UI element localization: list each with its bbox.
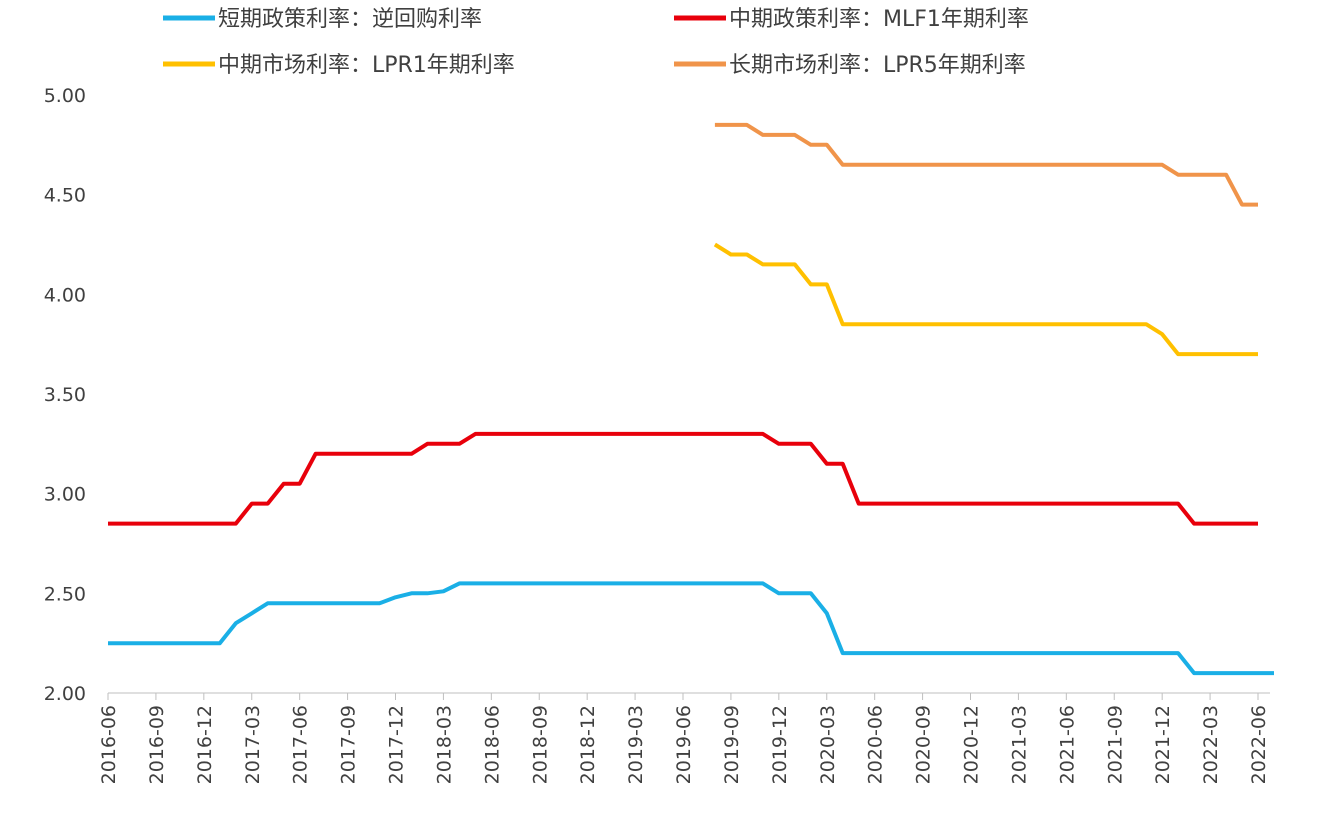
x-axis: 2016-06 2016-09 2016-12 2017-03 2017-06 2017-… [98, 692, 1270, 784]
series-layer [108, 122, 1274, 676]
y-axis: 2.00 2.50 3.00 3.50 4.00 4.50 5.00 [44, 85, 86, 705]
x-tick-label: 2020-09 [913, 705, 935, 784]
series-line-lpr1y [713, 242, 1258, 357]
y-tick-label: 4.00 [44, 284, 86, 306]
x-tick-label: 2018-12 [577, 705, 599, 784]
x-tick-label: 2016-09 [146, 705, 168, 784]
y-tick-label: 2.50 [44, 583, 86, 605]
x-tick-label: 2017-06 [290, 705, 312, 784]
x-tick-label: 2022-03 [1200, 705, 1222, 784]
x-tick-label: 2018-03 [433, 705, 455, 784]
series-line-reverse-repo [108, 581, 1274, 676]
legend-entry-lpr5y: 长期市场利率：LPR5年期利率 [674, 53, 1026, 78]
x-tick-label: 2017-09 [338, 705, 360, 784]
x-tick-label: 2020-03 [817, 705, 839, 784]
legend: 短期政策利率：逆回购利率 中期政策利率：MLF1年期利率 中期市场利率：LPR1… [163, 7, 1029, 78]
x-tick-label: 2021-06 [1056, 705, 1078, 784]
x-tick-label: 2016-06 [98, 705, 120, 784]
x-tick-label: 2021-03 [1008, 705, 1030, 784]
legend-label-reverse-repo: 短期政策利率：逆回购利率 [218, 7, 482, 32]
x-tick-label: 2020-12 [961, 705, 983, 784]
series-line-mlf [108, 431, 1258, 526]
x-tick-label: 2019-06 [673, 705, 695, 784]
y-tick-label: 3.50 [44, 384, 86, 406]
y-tick-label: 4.50 [44, 185, 86, 207]
series-line-lpr5y [714, 122, 1258, 207]
x-tick-label: 2019-12 [769, 705, 791, 784]
x-tick-label: 2017-03 [242, 705, 264, 784]
x-tick-label: 2022-06 [1248, 705, 1270, 784]
legend-label-lpr5y: 长期市场利率：LPR5年期利率 [729, 53, 1026, 78]
legend-entry-lpr1y: 中期市场利率：LPR1年期利率 [163, 53, 515, 78]
x-tick-label: 2019-03 [625, 705, 647, 784]
x-tick-label: 2017-12 [386, 705, 408, 784]
legend-entry-reverse-repo: 短期政策利率：逆回购利率 [163, 7, 482, 32]
legend-entry-mlf: 中期政策利率：MLF1年期利率 [674, 7, 1029, 32]
legend-label-mlf: 中期政策利率：MLF1年期利率 [729, 7, 1029, 32]
x-tick-label: 2021-12 [1152, 705, 1174, 784]
x-tick-label: 2019-09 [721, 705, 743, 784]
x-tick-label: 2021-09 [1104, 705, 1126, 784]
legend-label-lpr1y: 中期市场利率：LPR1年期利率 [218, 53, 515, 78]
y-tick-label: 3.00 [44, 484, 86, 506]
x-tick-label: 2018-06 [481, 705, 503, 784]
x-tick-label: 2016-12 [194, 705, 216, 784]
x-tick-label: 2018-09 [529, 705, 551, 784]
x-tick-label: 2020-06 [865, 705, 887, 784]
y-tick-label: 2.00 [44, 683, 86, 705]
y-tick-label: 5.00 [44, 85, 86, 107]
